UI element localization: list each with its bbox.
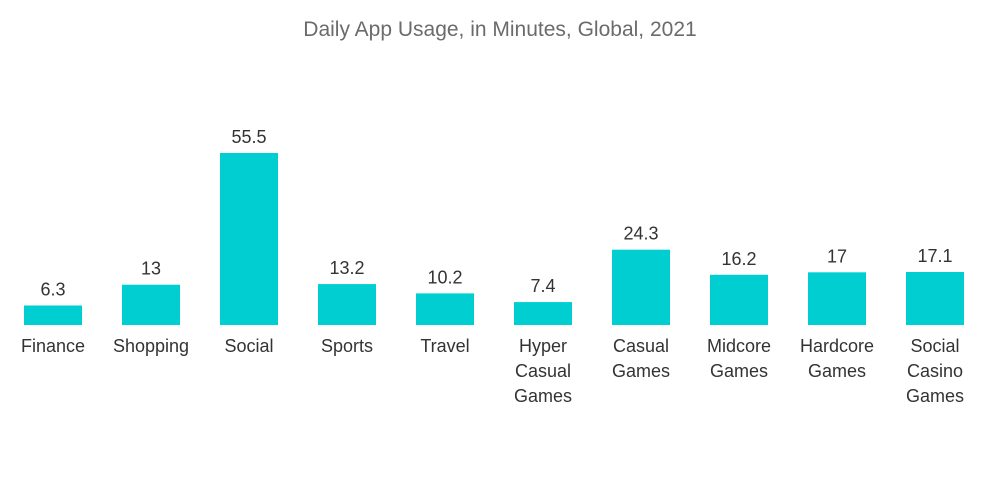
category-label-line: Finance	[21, 336, 85, 356]
category-label-line: Hyper	[519, 336, 567, 356]
category-label-line: Social	[910, 336, 959, 356]
chart-title: Daily App Usage, in Minutes, Global, 202…	[303, 18, 697, 41]
category-label-line: Games	[808, 361, 866, 381]
value-label: 7.4	[530, 276, 555, 296]
category-label-line: Sports	[321, 336, 373, 356]
category-label: Social	[224, 336, 273, 356]
category-label-line: Games	[906, 386, 964, 406]
category-label: Hardcore Games	[800, 336, 874, 381]
value-labels-layer: 6.3 13 55.5 13.2 10.2 7.4 24.3 16.2 17 17.1	[40, 127, 952, 299]
value-label: 13.2	[329, 258, 364, 278]
value-label: 24.3	[623, 224, 658, 244]
category-label-line: Casual	[613, 336, 669, 356]
category-label-line: Casino	[907, 361, 963, 381]
category-label-line: Hardcore	[800, 336, 874, 356]
bars-layer	[24, 153, 964, 325]
category-label-line: Games	[612, 361, 670, 381]
bar-hyper-casual-games	[514, 302, 572, 325]
value-label: 17.1	[917, 246, 952, 266]
value-label: 16.2	[721, 249, 756, 269]
category-label-line: Games	[514, 386, 572, 406]
category-label: Travel	[420, 336, 469, 356]
category-label: Finance	[21, 336, 85, 356]
category-label: Social Casino Games	[906, 336, 964, 406]
bar-social	[220, 153, 278, 325]
bar-hardcore-games	[808, 272, 866, 325]
value-label: 10.2	[427, 267, 462, 287]
bar-finance	[24, 305, 82, 325]
bar-social-casino-games	[906, 272, 964, 325]
value-label: 17	[827, 246, 847, 266]
category-labels-layer: Finance Shopping Social Sports Travel Hyper Ca…	[21, 336, 964, 406]
category-label: Hyper Casual Games	[514, 336, 572, 406]
bar-casual-games	[612, 249, 670, 325]
category-label: Shopping	[113, 336, 189, 356]
category-label-line: Casual	[515, 361, 571, 381]
bar-travel	[416, 293, 474, 325]
value-label: 13	[141, 259, 161, 279]
category-label-line: Shopping	[113, 336, 189, 356]
category-label: Midcore Games	[707, 336, 771, 381]
bar-midcore-games	[710, 274, 768, 325]
value-label: 6.3	[40, 279, 65, 299]
value-label: 55.5	[231, 127, 266, 147]
category-label: Sports	[321, 336, 373, 356]
category-label-line: Games	[710, 361, 768, 381]
bar-shopping	[122, 284, 180, 325]
category-label: Casual Games	[612, 336, 670, 381]
category-label-line: Travel	[420, 336, 469, 356]
bar-sports	[318, 284, 376, 325]
category-label-line: Social	[224, 336, 273, 356]
category-label-line: Midcore	[707, 336, 771, 356]
